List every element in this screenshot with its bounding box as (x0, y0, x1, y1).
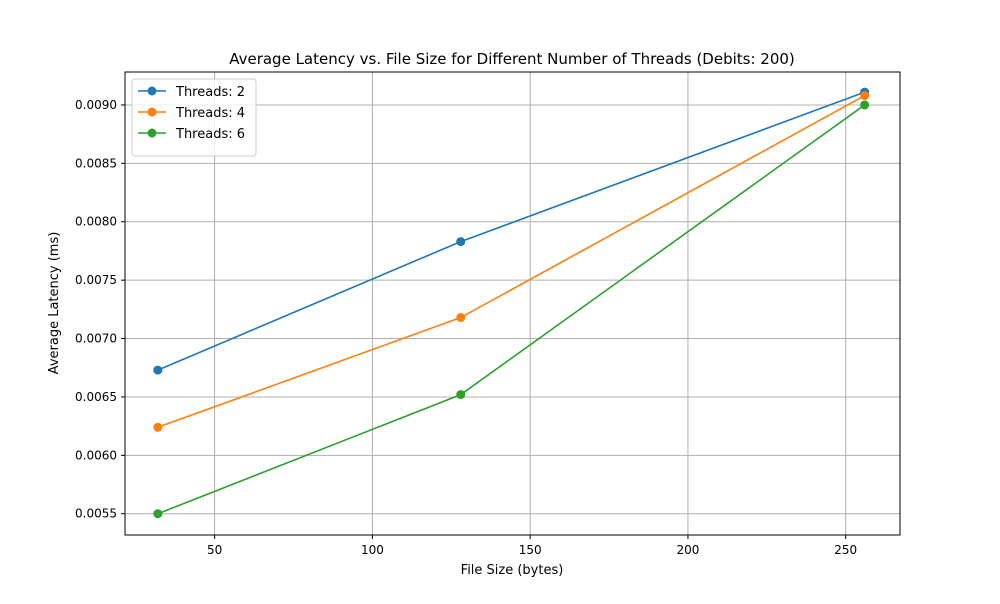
y-tick-label: 0.0060 (75, 448, 117, 462)
legend-label: Threads: 4 (175, 106, 245, 121)
legend-marker (147, 128, 157, 138)
x-axis-label: File Size (bytes) (461, 563, 564, 578)
y-tick-label: 0.0065 (75, 390, 117, 404)
data-point (153, 365, 163, 375)
x-tick-label: 200 (676, 543, 699, 557)
data-point (456, 237, 466, 247)
legend-label: Threads: 2 (175, 85, 245, 100)
y-tick-label: 0.0075 (75, 273, 117, 287)
data-point (456, 390, 466, 400)
data-point (860, 100, 870, 110)
data-point (860, 91, 870, 101)
data-point (153, 509, 163, 519)
data-point (153, 422, 163, 432)
legend-marker (147, 107, 157, 117)
legend-box (131, 78, 257, 157)
tick-layer: 50 100 150 200 250 0.0055 0.0060 0.0065 0.0070 0.… (75, 98, 857, 557)
plot-frame (124, 71, 901, 536)
y-tick-label: 0.0090 (75, 98, 117, 112)
chart-title: Average Latency vs. File Size for Differ… (229, 50, 795, 68)
y-tick-label: 0.0080 (75, 215, 117, 229)
y-tick-label: 0.0085 (75, 156, 117, 170)
y-tick-label: 0.0055 (75, 507, 117, 521)
y-tick-label: 0.0070 (75, 332, 117, 346)
legend-label: Threads: 6 (175, 127, 245, 142)
x-tick-label: 100 (361, 543, 384, 557)
data-point (456, 313, 466, 323)
x-tick-label: 50 (207, 543, 222, 557)
x-tick-label: 250 (834, 543, 857, 557)
x-tick-label: 150 (519, 543, 542, 557)
series-layer (153, 87, 870, 519)
legend: Threads: 2 Threads: 4 Threads: 6 (131, 78, 257, 157)
legend-marker (147, 86, 157, 96)
y-axis-label: Average Latency (ms) (47, 232, 62, 375)
